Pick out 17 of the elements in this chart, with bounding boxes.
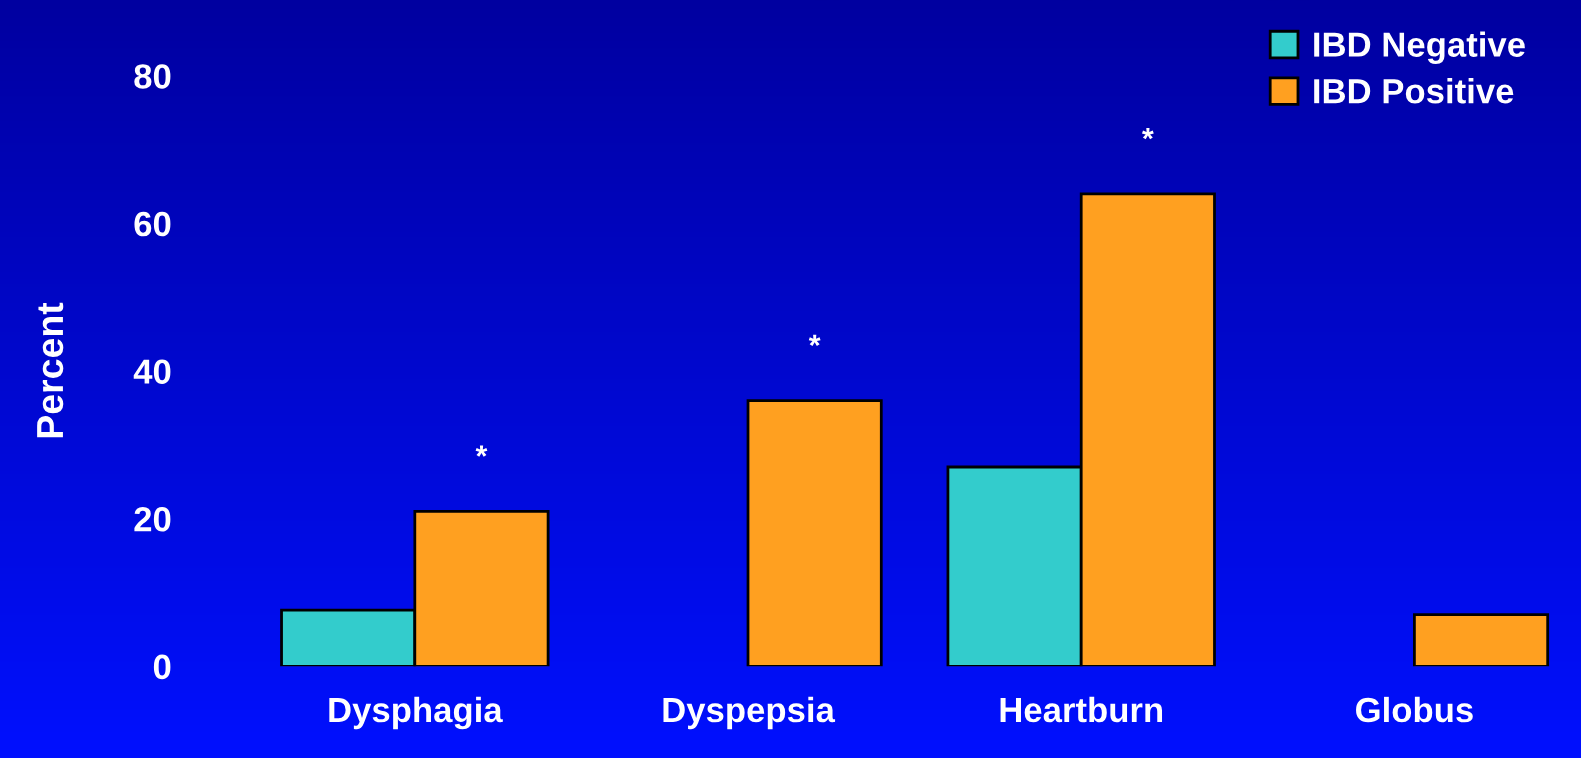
y-tick-label: 40 — [133, 359, 171, 384]
legend-label: IBD Negative — [1314, 31, 1525, 64]
annotation: * — [808, 334, 821, 347]
x-tick-label: Globus — [1356, 696, 1473, 723]
y-tick-label: 60 — [134, 211, 171, 237]
legend-label: IBD Positive — [1314, 78, 1514, 104]
x-tick-label: Dyspepsia — [663, 696, 836, 730]
bar — [746, 399, 883, 667]
y-axis-title: Percent — [37, 302, 64, 438]
x-tick-label: Dysphagia — [329, 696, 503, 730]
y-tick-label: 20 — [134, 507, 171, 532]
annotation: * — [475, 445, 488, 457]
bar — [1413, 613, 1550, 667]
x-tick-label: Heartburn — [1000, 696, 1163, 723]
annotation: * — [1141, 128, 1154, 140]
y-tick-label: 0 — [153, 654, 171, 680]
y-tick-label: 80 — [134, 64, 171, 89]
